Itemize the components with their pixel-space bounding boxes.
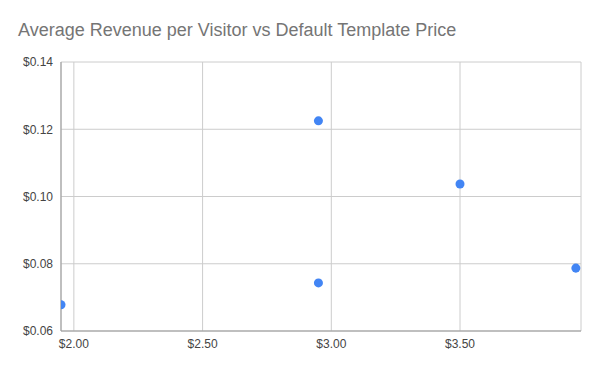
svg-text:$3.00: $3.00 [316, 337, 346, 351]
svg-text:$2.50: $2.50 [188, 337, 218, 351]
svg-text:$2.00: $2.00 [59, 337, 89, 351]
svg-text:$0.10: $0.10 [23, 190, 53, 204]
svg-text:$0.12: $0.12 [23, 123, 53, 137]
html-text:Average Revenue per Visitor vs: Average Revenue per Visitor vs Default T… [18, 20, 457, 40]
svg-text:$0.06: $0.06 [23, 324, 53, 338]
svg-text:$0.14: $0.14 [23, 55, 53, 69]
svg-text:$3.50: $3.50 [445, 337, 475, 351]
svg-text:$0.08: $0.08 [23, 257, 53, 271]
